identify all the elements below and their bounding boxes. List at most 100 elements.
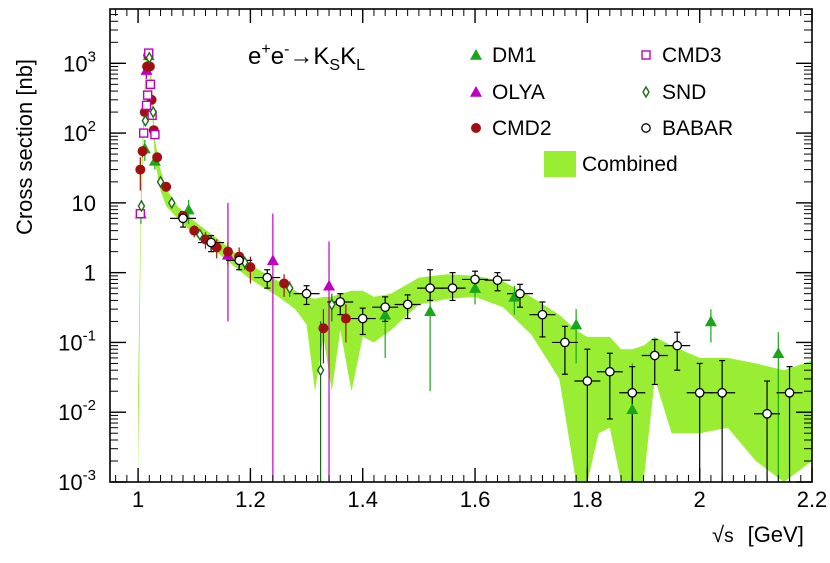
- cmd3-point: [142, 90, 153, 100]
- babar-point: [206, 237, 216, 248]
- x-tick-label: 2.2: [797, 487, 828, 512]
- legend: DM1 OLYA CMD2 CMD3 SND BABAR Combined: [470, 44, 733, 177]
- dm1-point: [424, 305, 437, 317]
- babar-point: [492, 275, 503, 286]
- olya-point: [266, 254, 279, 266]
- babar-point: [762, 408, 772, 419]
- title-arrow: →: [289, 43, 313, 70]
- babar-point: [402, 299, 413, 310]
- babar-point: [582, 376, 593, 386]
- babar-point: [262, 272, 273, 283]
- title-k1: K: [313, 43, 329, 70]
- cmd2-point: [137, 146, 148, 157]
- y-tick-exponent: 2: [88, 118, 96, 135]
- title-k2: K: [340, 43, 356, 70]
- snd-point: [316, 363, 325, 377]
- y-tick-exponent: -1: [83, 327, 96, 344]
- babar-point: [357, 313, 368, 324]
- babar-point: [784, 387, 795, 398]
- title-sup-minus: -: [284, 41, 289, 58]
- babar-point: [234, 255, 245, 266]
- babar-point: [380, 302, 391, 313]
- babar-point: [649, 350, 660, 361]
- babar-point: [537, 309, 548, 320]
- x-axis-unit: [GeV]: [748, 522, 804, 547]
- cmd3-point: [141, 100, 152, 111]
- babar-point: [301, 288, 312, 299]
- combined-band-layer: [138, 49, 813, 482]
- snd-point: [196, 228, 204, 242]
- y-tick-label: 1: [84, 261, 96, 286]
- legend-marker-olya: [470, 86, 482, 97]
- y-tick-base: 10: [72, 191, 96, 216]
- combined-band: [138, 49, 813, 482]
- y-tick-base: 10: [58, 330, 82, 355]
- legend-label-cmd2: CMD2: [492, 117, 552, 140]
- legend-label-cmd3: CMD3: [662, 44, 722, 67]
- y-tick-exponent: -3: [83, 467, 96, 484]
- chart-title: e+e-→KSKL: [248, 41, 365, 74]
- dm1-point: [772, 347, 785, 359]
- cmd2-point: [189, 225, 200, 236]
- y-tick-label: 10-3: [58, 467, 96, 495]
- snd-point: [167, 196, 176, 210]
- error-bars-layer: [139, 51, 803, 482]
- cmd3-point: [135, 208, 146, 219]
- legend-label-babar: BABAR: [662, 117, 733, 140]
- legend-marker-snd: [642, 85, 650, 99]
- y-tick-base: 10: [63, 121, 87, 146]
- cmd2-point: [222, 246, 233, 257]
- snd-point: [145, 51, 154, 65]
- snd-point: [285, 281, 294, 295]
- legend-label-dm1: DM1: [492, 44, 536, 67]
- legend-label-snd: SND: [662, 81, 706, 104]
- babar-point: [470, 274, 480, 285]
- babar-point: [604, 366, 615, 377]
- title-sup-plus: +: [261, 41, 270, 58]
- cmd2-point: [144, 61, 155, 72]
- y-tick-label: 10-1: [58, 327, 96, 355]
- babar-point: [672, 340, 683, 351]
- cmd3-point: [138, 128, 149, 138]
- dm1-point: [570, 318, 583, 330]
- x-tick-label: 1.4: [347, 487, 378, 512]
- x-tick-label: 1.6: [460, 487, 491, 512]
- cmd2-point: [161, 181, 172, 192]
- title-e2: e: [271, 43, 284, 70]
- cmd3-point: [150, 129, 160, 140]
- babar-point: [425, 283, 435, 293]
- cmd3-point: [145, 79, 156, 90]
- babar-point: [335, 297, 346, 307]
- x-tick-label: 1: [132, 487, 144, 512]
- plot-frame: [109, 8, 813, 483]
- dm1-point: [626, 403, 639, 415]
- babar-point: [627, 387, 638, 398]
- snd-point: [156, 175, 165, 189]
- legend-combined-swatch: [544, 151, 576, 177]
- y-tick-label: 10: [72, 191, 96, 216]
- legend-marker-babar: [641, 123, 651, 133]
- x-tick-label: 1.2: [235, 487, 266, 512]
- y-tick-base: 10: [58, 400, 82, 425]
- y-tick-label: 103: [63, 48, 96, 76]
- legend-marker-cmd3: [641, 50, 651, 60]
- markers-layer: [134, 48, 795, 419]
- cmd2-point: [279, 278, 290, 289]
- y-tick-base: 10: [58, 470, 82, 495]
- snd-point: [149, 105, 158, 119]
- babar-point: [178, 213, 188, 224]
- y-tick-base: 1: [84, 261, 96, 286]
- cmd2-point: [318, 323, 329, 334]
- x-axis-title: √s [GeV]: [712, 522, 804, 547]
- x-axis-s: s: [724, 526, 734, 547]
- title-e1: e: [248, 43, 261, 70]
- legend-marker-cmd2: [471, 123, 481, 133]
- cmd2-point: [152, 152, 163, 163]
- babar-point: [694, 387, 705, 398]
- y-tick-label: 102: [63, 118, 96, 146]
- x-tick-label: 1.8: [572, 487, 603, 512]
- babar-point: [560, 337, 570, 348]
- title-sub-l: L: [356, 57, 365, 74]
